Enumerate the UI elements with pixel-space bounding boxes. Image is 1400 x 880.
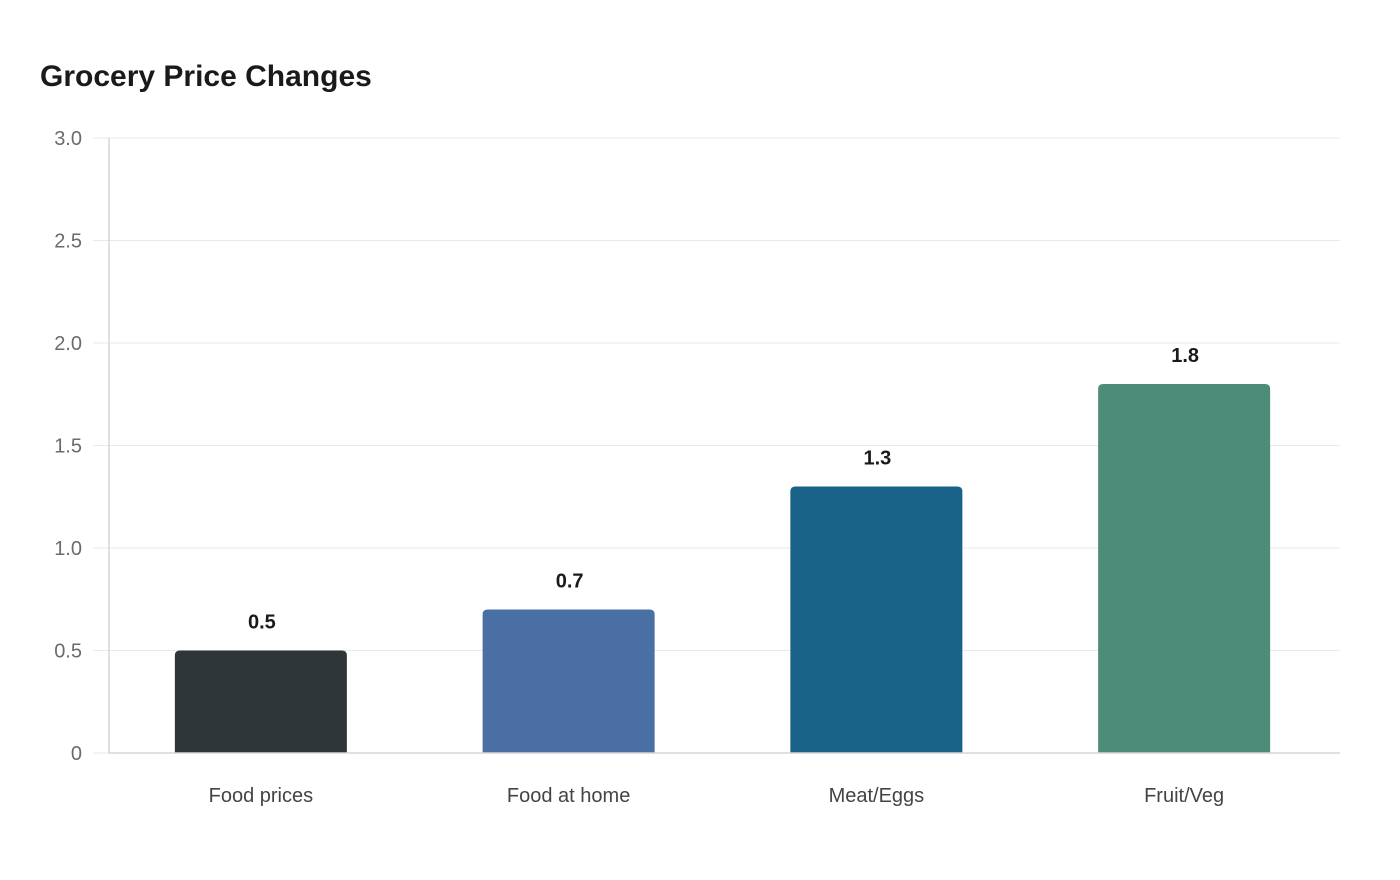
data-label: 1.8 — [1171, 345, 1199, 367]
x-category-label: Meat/Eggs — [829, 785, 925, 807]
y-tick-label: 1.5 — [54, 436, 82, 458]
y-tick-label: 0 — [71, 743, 82, 765]
chart-title: Grocery Price Changes — [40, 60, 372, 93]
y-tick-label: 1.0 — [54, 538, 82, 560]
y-tick-label: 3.0 — [54, 128, 82, 150]
x-category-label: Food prices — [209, 785, 314, 807]
data-label: 1.3 — [863, 448, 891, 470]
bar-meat-eggs — [790, 486, 963, 753]
data-label: 0.5 — [248, 612, 276, 634]
y-axis-ticks: 0 0.5 1.0 1.5 2.0 2.5 3.0 — [54, 128, 109, 765]
bar-fruit-veg — [1098, 384, 1271, 753]
y-tick-label: 2.0 — [54, 333, 82, 355]
data-label: 0.7 — [556, 571, 584, 593]
y-tick-label: 0.5 — [54, 641, 82, 663]
data-labels: 0.5 0.7 1.3 1.8 — [248, 345, 1199, 634]
x-category-label: Fruit/Veg — [1144, 785, 1224, 807]
x-axis-categories: Food prices Food at home Meat/Eggs Fruit/Ve… — [209, 785, 1225, 807]
bars — [174, 384, 1271, 753]
y-tick-label: 2.5 — [54, 231, 82, 253]
bar-food-at-home — [482, 609, 655, 753]
x-category-label: Food at home — [507, 785, 630, 807]
bar-food-prices — [174, 650, 347, 753]
